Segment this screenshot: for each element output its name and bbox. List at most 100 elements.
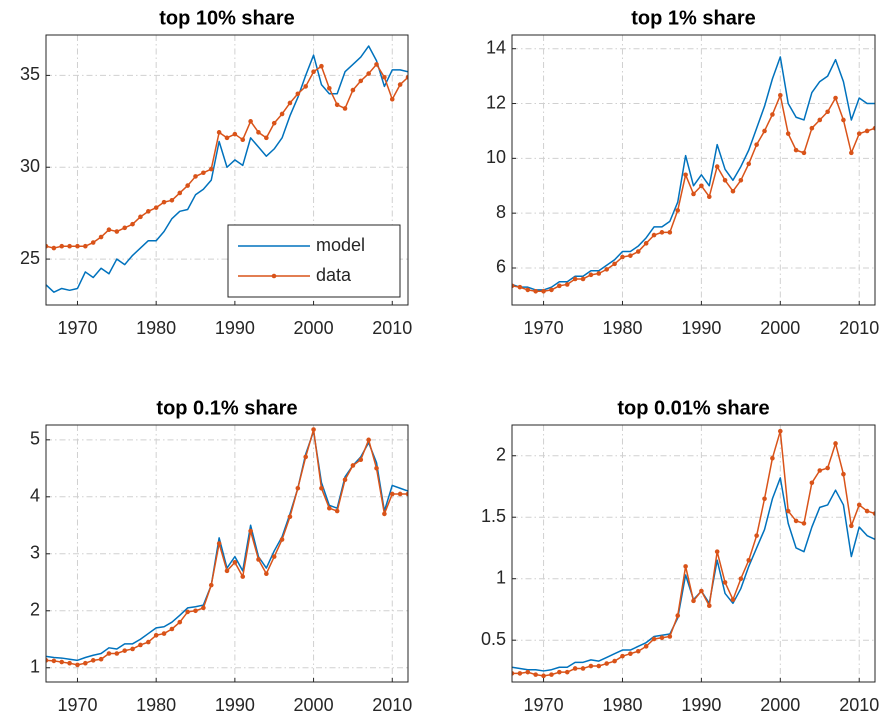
data-point <box>327 85 332 91</box>
y-tick-label: 0.5 <box>481 629 506 649</box>
axes-frame <box>511 34 876 306</box>
data-point <box>849 523 854 529</box>
data-point <box>517 671 523 676</box>
y-tick-label: 1.5 <box>481 506 506 526</box>
y-tick-label: 35 <box>20 64 40 84</box>
y-tick-label: 10 <box>486 147 506 167</box>
data-point <box>706 194 712 200</box>
data-point <box>659 635 665 641</box>
data-point <box>51 658 57 664</box>
data-point <box>193 608 198 614</box>
data-point <box>754 533 759 538</box>
data-point <box>224 568 230 574</box>
data-point <box>106 651 112 656</box>
data-point <box>596 663 602 669</box>
data-point <box>279 111 285 117</box>
data-point <box>620 653 625 659</box>
legend-box <box>227 224 401 298</box>
data-point <box>738 177 744 183</box>
data-point <box>746 557 752 563</box>
data-point <box>722 177 728 183</box>
data-point <box>572 276 578 282</box>
data-point <box>849 150 854 156</box>
data-point <box>841 471 846 477</box>
y-tick-label: 30 <box>20 156 40 176</box>
chart-title: top 0.1% share <box>156 397 297 419</box>
data-point <box>541 288 546 294</box>
data-point <box>177 619 183 625</box>
data-point <box>382 511 387 517</box>
data-point <box>59 659 65 665</box>
data-point <box>374 62 379 67</box>
axes-frame <box>45 34 409 306</box>
data-point <box>185 183 190 188</box>
data-point <box>714 164 720 169</box>
data-point <box>856 131 862 136</box>
plot-area <box>46 427 408 668</box>
data-point <box>232 131 238 137</box>
data-point <box>342 477 348 483</box>
data-point <box>620 254 625 260</box>
data-point <box>264 135 269 141</box>
data-point <box>232 560 238 565</box>
data-point <box>405 491 408 497</box>
y-tick-label: 14 <box>486 37 506 57</box>
data-point <box>596 271 602 276</box>
data-point <box>604 661 609 666</box>
data-point <box>256 557 261 562</box>
data-point <box>138 642 143 648</box>
data-point <box>311 427 316 432</box>
data-point <box>564 282 570 287</box>
data-point <box>699 183 704 189</box>
data-point <box>216 541 222 546</box>
y-tick-label: 2 <box>30 600 40 620</box>
data-point <box>699 588 704 594</box>
data-point <box>122 648 127 653</box>
data-point <box>635 249 641 254</box>
data-point <box>691 598 696 604</box>
data-point <box>185 609 190 615</box>
data-point <box>295 91 301 97</box>
series-line <box>512 56 875 291</box>
data-point <box>311 69 316 75</box>
x-tick-label: 2000 <box>294 695 334 715</box>
legend-label: model <box>316 235 365 255</box>
x-tick-label: 1990 <box>215 695 255 715</box>
data-point <box>817 468 823 473</box>
data-point <box>778 428 783 434</box>
data-point <box>643 241 649 246</box>
data-point <box>651 636 657 642</box>
data-point <box>366 71 371 76</box>
data-point <box>825 109 830 115</box>
data-point <box>564 669 570 675</box>
data-point <box>67 660 72 666</box>
data-point <box>153 205 159 210</box>
data-point <box>580 666 586 671</box>
data-point <box>67 243 72 249</box>
data-point <box>809 480 815 486</box>
data-point <box>809 125 815 131</box>
data-point <box>864 508 870 514</box>
data-point <box>856 502 862 508</box>
data-point <box>588 272 594 278</box>
data-point <box>512 671 515 676</box>
x-tick-label: 1990 <box>215 318 255 338</box>
y-tick-label: 5 <box>30 429 40 449</box>
plot-area <box>512 56 875 294</box>
x-tick-label: 2010 <box>372 695 412 715</box>
data-point <box>46 243 49 249</box>
data-point <box>651 232 657 238</box>
data-point <box>177 190 183 196</box>
chart-title: top 10% share <box>159 7 295 29</box>
data-point <box>75 662 80 668</box>
data-point <box>612 658 617 664</box>
data-point <box>675 208 681 213</box>
chart-title: top 0.01% share <box>617 397 769 419</box>
data-point <box>730 188 736 194</box>
data-point <box>525 669 531 675</box>
data-point <box>730 597 736 602</box>
data-point <box>224 135 230 141</box>
data-point <box>762 496 767 502</box>
data-point <box>754 142 759 147</box>
data-point <box>366 437 371 443</box>
